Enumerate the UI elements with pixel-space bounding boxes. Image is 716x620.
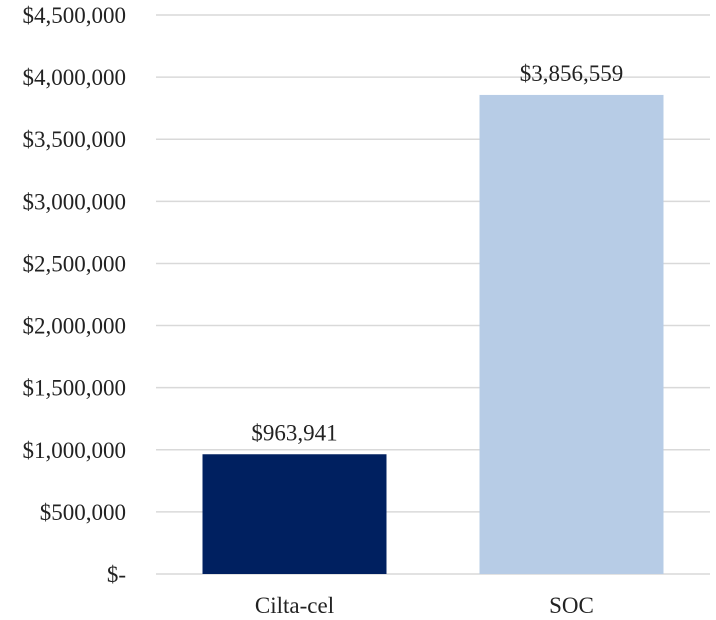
x-category-label: SOC [549,593,594,618]
y-tick-label: $- [107,562,126,587]
y-tick-label: $1,000,000 [23,438,127,463]
data-label: $3,856,559 [520,61,624,86]
bars [202,94,664,574]
y-tick-label: $4,000,000 [23,65,127,90]
y-tick-label: $500,000 [40,500,126,525]
x-axis-category-labels: Cilta-cel SOC [255,593,594,618]
bar-cilta-cel [202,454,387,574]
x-category-label: Cilta-cel [255,593,334,618]
y-tick-label: $2,000,000 [23,314,127,339]
y-axis-tick-labels: $- $500,000 $1,000,000 $1,500,000 $2,000,000… [23,3,127,587]
y-tick-label: $2,500,000 [23,251,127,276]
y-tick-label: $3,500,000 [23,127,127,152]
y-tick-label: $1,500,000 [23,376,127,401]
bar-soc [479,94,664,574]
data-labels: $963,941 $3,856,559 [251,61,623,445]
data-label: $963,941 [251,420,337,445]
y-tick-label: $3,000,000 [23,189,127,214]
y-tick-label: $4,500,000 [23,3,127,28]
